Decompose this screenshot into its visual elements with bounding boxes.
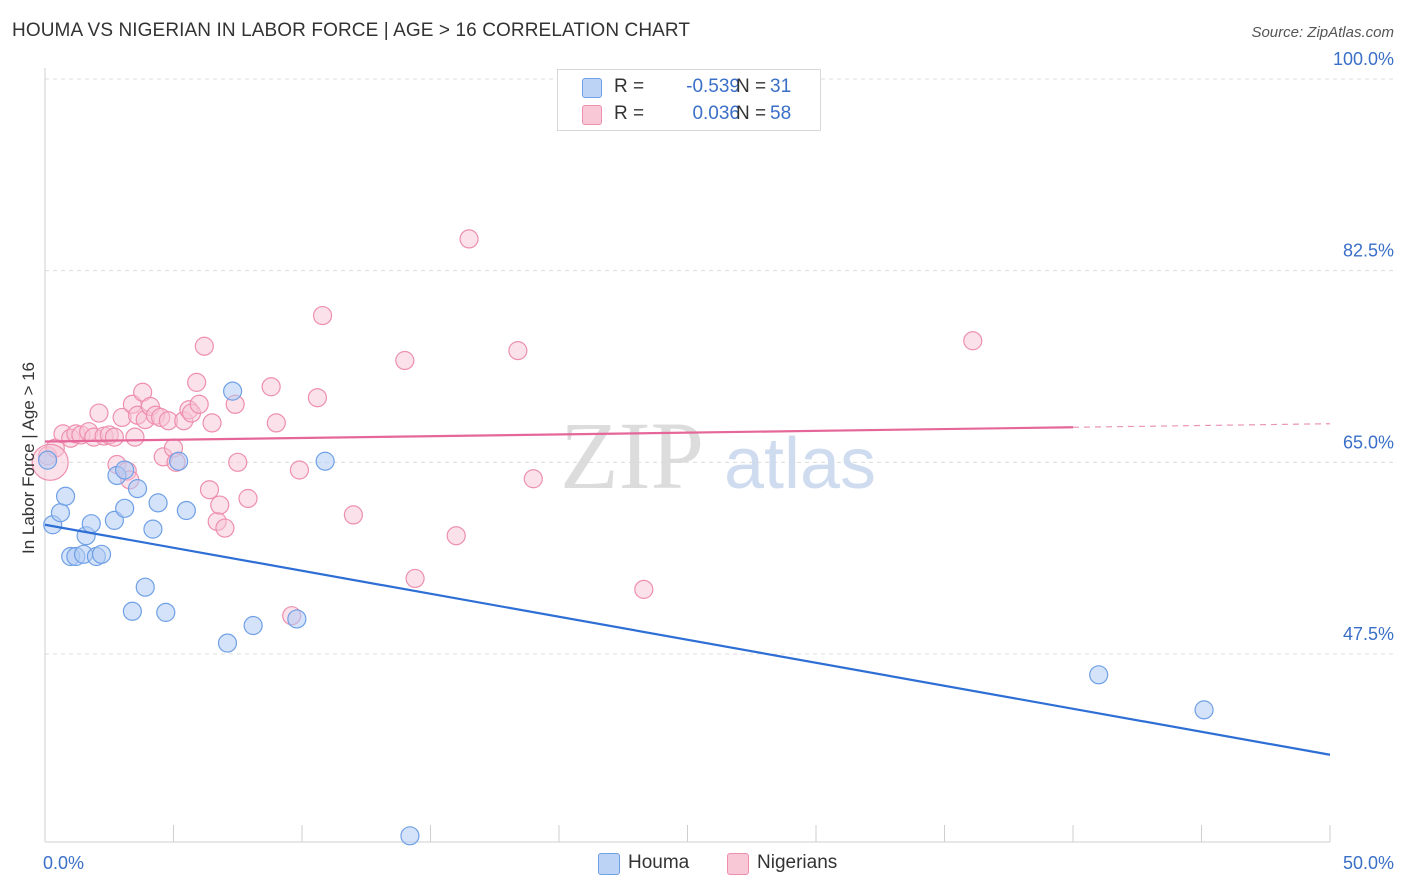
nigerians-legend-swatch xyxy=(727,853,749,875)
nigerians-n-value: 58 xyxy=(770,103,792,124)
nigerians-swatch xyxy=(582,105,602,125)
nigerians-point xyxy=(187,372,207,392)
nigerians-point xyxy=(194,336,214,356)
houma-point xyxy=(37,450,58,470)
nigerians-point xyxy=(199,480,220,500)
correlation-legend: R = -0.539 N = 31 R = 0.036 N = 58 xyxy=(557,69,821,131)
n-label: N = xyxy=(736,76,767,97)
houma-point xyxy=(287,609,307,629)
watermark-zip: ZIP xyxy=(560,402,704,509)
nigerians-point xyxy=(405,568,425,589)
source-credit: Source: ZipAtlas.com xyxy=(1251,24,1394,41)
houma-point xyxy=(122,601,142,621)
nigerians-point xyxy=(215,518,235,538)
nigerians-point xyxy=(289,460,310,480)
r-label: R = xyxy=(614,103,645,124)
trend-lines xyxy=(44,423,1331,756)
y-tick-label: 65.0% xyxy=(1343,432,1394,452)
nigerians-r-value: 0.036 xyxy=(692,103,740,124)
houma-point xyxy=(55,486,76,506)
houma-point xyxy=(1089,665,1109,685)
houma-point xyxy=(223,381,243,401)
houma-trend-line xyxy=(44,523,1331,756)
houma-point xyxy=(1194,700,1214,720)
tick-labels: 47.5% 65.0% 82.5% 100.0% 0.0% 50.0% xyxy=(43,49,1394,873)
nigerians-point xyxy=(266,413,286,433)
n-label: N = xyxy=(736,103,767,124)
houma-point xyxy=(135,577,155,597)
nigerians-point xyxy=(523,469,543,489)
nigerians-point xyxy=(202,413,222,433)
houma-point xyxy=(400,826,420,846)
houma-point xyxy=(115,460,135,480)
nigerians-point xyxy=(459,229,479,249)
nigerians-point xyxy=(228,452,248,472)
y-tick-label: 47.5% xyxy=(1343,624,1394,644)
houma-point xyxy=(143,519,163,539)
houma-point xyxy=(91,544,112,564)
x-tick-label: 0.0% xyxy=(43,853,84,873)
houma-swatch xyxy=(582,78,602,98)
nigerians-point xyxy=(312,305,333,326)
nigerians-point xyxy=(89,403,109,423)
y-axis-label: In Labor Force | Age > 16 xyxy=(19,362,38,554)
houma-r-value: -0.539 xyxy=(686,76,740,97)
nigerians-point xyxy=(189,394,209,414)
nigerians-point xyxy=(104,427,124,447)
y-tick-label: 100.0% xyxy=(1333,49,1394,69)
watermark: ZIP atlas xyxy=(560,402,876,509)
gridlines xyxy=(45,78,1394,655)
r-label: R = xyxy=(614,76,645,97)
houma-n-value: 31 xyxy=(770,76,792,97)
y-tick-label: 82.5% xyxy=(1343,241,1394,261)
watermark-atlas: atlas xyxy=(724,424,876,504)
nigerians-trend-line xyxy=(44,426,1074,443)
nigerians-point xyxy=(634,579,654,599)
nigerians-point xyxy=(508,341,528,361)
houma-point xyxy=(81,514,101,534)
nigerians-point xyxy=(395,350,415,371)
houma-point xyxy=(50,503,71,523)
houma-point xyxy=(156,602,176,622)
nigerians-point xyxy=(343,505,363,525)
nigerians-point xyxy=(261,377,281,397)
houma-point xyxy=(176,500,196,521)
houma-point xyxy=(148,493,168,513)
nigerians-point xyxy=(210,495,230,515)
nigerians-point xyxy=(963,331,983,351)
nigerians-legend-label: Nigerians xyxy=(757,852,838,873)
houma-point xyxy=(217,633,238,653)
nigerians-point xyxy=(125,427,145,447)
houma-legend-label: Houma xyxy=(628,852,690,873)
data-points xyxy=(31,229,1214,846)
nigerians-point xyxy=(307,388,328,408)
nigerians-trend-extension xyxy=(1072,423,1331,428)
houma-point xyxy=(169,451,189,471)
houma-point xyxy=(243,615,263,636)
houma-point xyxy=(315,451,335,471)
houma-legend-swatch xyxy=(598,853,620,875)
houma-point xyxy=(115,498,135,518)
nigerians-point xyxy=(446,526,466,546)
x-tick-label: 50.0% xyxy=(1343,853,1394,873)
chart-title: HOUMA VS NIGERIAN IN LABOR FORCE | AGE >… xyxy=(12,20,691,41)
nigerians-point xyxy=(238,488,258,509)
houma-point xyxy=(127,479,148,499)
